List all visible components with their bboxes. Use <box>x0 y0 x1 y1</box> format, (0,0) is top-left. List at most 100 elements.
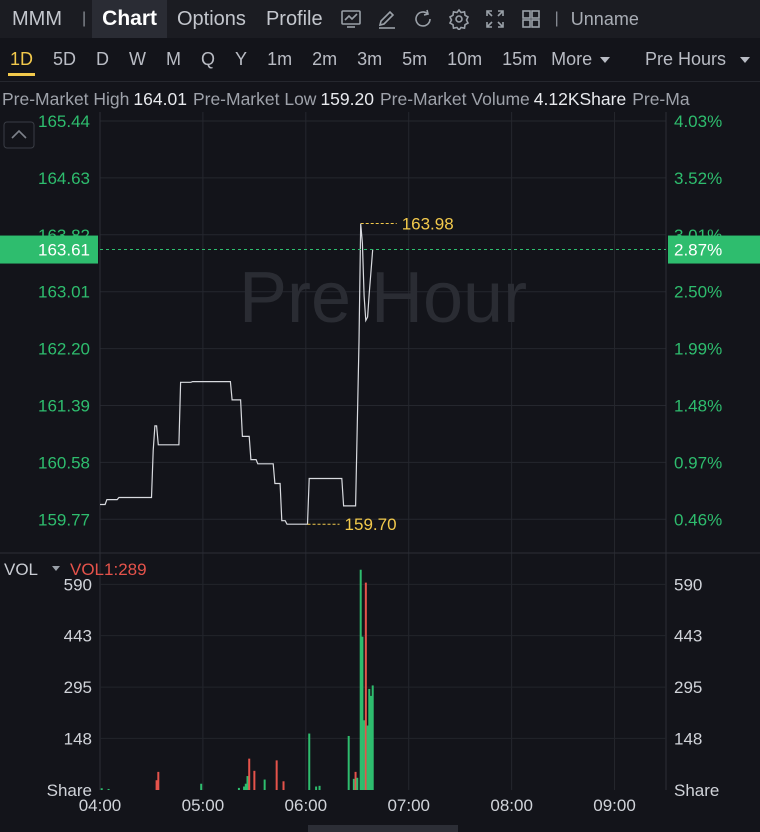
more-label: More <box>551 49 593 69</box>
time-tick-label: 08:00 <box>490 796 533 815</box>
premarket-volume-value: 4.12KShare <box>533 89 627 109</box>
current-price-value: 163.61 <box>38 241 90 260</box>
settings-gear-icon[interactable] <box>441 0 477 38</box>
scroll-handle[interactable] <box>308 825 458 832</box>
volume-bar <box>371 685 374 790</box>
price-tick-label: 159.77 <box>38 510 90 529</box>
period-5d[interactable]: 5D <box>53 49 77 69</box>
percent-tick-label: 3.52% <box>674 169 722 188</box>
volume-bar <box>347 735 350 790</box>
premarket-high-value: 164.01 <box>133 89 187 109</box>
volume-unit-label: Share <box>47 781 92 800</box>
price-line <box>100 223 374 525</box>
premarket-stats: Pre-Market High 164.01 Pre-Market Low 159.2… <box>0 86 760 112</box>
volume-tick-label: 295 <box>64 678 92 697</box>
toolbar-separator: | <box>554 10 559 27</box>
period-m[interactable]: M <box>166 49 182 69</box>
line-chart-icon[interactable] <box>333 0 369 38</box>
period-10m[interactable]: 10m <box>447 49 483 69</box>
price-volume-chart[interactable]: Pre Hour165.44164.63163.82163.01162.2016… <box>0 112 760 825</box>
period-d[interactable]: D <box>96 49 110 69</box>
volume-tick-label: 443 <box>674 627 702 646</box>
premarket-trailing-label: Pre-Ma <box>632 89 690 109</box>
chevron-down-icon <box>52 566 60 571</box>
percent-tick-label: 1.99% <box>674 340 722 359</box>
current-pct-value: 2.87% <box>674 241 722 260</box>
time-tick-label: 07:00 <box>387 796 430 815</box>
percent-tick-label: 1.48% <box>674 396 722 415</box>
high-marker-label: 163.98 <box>402 215 454 234</box>
price-tick-label: 165.44 <box>38 112 90 131</box>
volume-bar <box>157 771 160 790</box>
volume-bar <box>366 725 369 790</box>
ticker-symbol[interactable]: MMM <box>12 7 62 30</box>
volume-bar <box>263 779 266 790</box>
volume-tick-label: 148 <box>64 729 92 748</box>
fullscreen-icon[interactable] <box>477 0 513 38</box>
period-y[interactable]: Y <box>235 49 248 69</box>
period-3m[interactable]: 3m <box>357 49 383 69</box>
time-tick-label: 05:00 <box>182 796 225 815</box>
volume-bar <box>361 636 364 790</box>
chevron-down-icon <box>600 56 611 63</box>
volume-unit-label: Share <box>674 781 719 800</box>
volume-bar <box>363 720 366 790</box>
volume-bar <box>352 778 355 790</box>
period-2m[interactable]: 2m <box>312 49 338 69</box>
period-selector: 1D 5D D W M Q Y 1m 2m 3m 5m 10m 15m More… <box>0 38 760 82</box>
volume-bar <box>155 780 158 790</box>
account-name[interactable]: Unname <box>570 8 639 29</box>
volume-label: VOL <box>4 560 38 579</box>
draw-pencil-icon[interactable] <box>369 0 405 38</box>
volume-bar <box>244 783 247 790</box>
volume-bar <box>364 582 367 790</box>
volume-bar <box>237 787 240 790</box>
period-q[interactable]: Q <box>201 49 216 69</box>
percent-tick-label: 4.03% <box>674 112 722 131</box>
percent-tick-label: 0.97% <box>674 453 722 472</box>
volume-bar <box>100 788 103 790</box>
volume-tick-label: 295 <box>674 678 702 697</box>
time-tick-label: 06:00 <box>285 796 328 815</box>
price-tick-label: 163.01 <box>38 283 90 302</box>
time-tick-label: 09:00 <box>593 796 636 815</box>
period-1d[interactable]: 1D <box>0 38 43 81</box>
period-1m[interactable]: 1m <box>267 49 293 69</box>
period-w[interactable]: W <box>129 49 147 69</box>
tab-profile[interactable]: Profile <box>265 7 323 30</box>
volume-bar <box>200 783 203 790</box>
volume-bar <box>318 785 321 790</box>
top-toolbar: MMM | Chart Options Profile | Unname <box>0 0 760 38</box>
grid-layout-icon[interactable] <box>513 0 549 38</box>
volume-bar <box>354 771 357 790</box>
current-price-badge <box>0 235 98 264</box>
session-label: Pre Hours <box>644 49 726 69</box>
period-15m[interactable]: 15m <box>502 49 538 69</box>
more-periods-dropdown[interactable]: More <box>547 49 611 70</box>
premarket-high-label: Pre-Market High <box>2 89 130 109</box>
volume-bar <box>282 781 285 790</box>
volume-tick-label: 443 <box>64 627 92 646</box>
chevron-up-icon <box>11 129 27 139</box>
session-dropdown[interactable]: Pre Hours <box>645 38 750 81</box>
percent-tick-label: 0.46% <box>674 510 722 529</box>
volume-bar <box>359 569 362 790</box>
volume-bar <box>248 758 251 790</box>
premarket-low-label: Pre-Market Low <box>192 89 317 109</box>
volume-tick-label: 148 <box>674 729 702 748</box>
current-pct-badge <box>668 235 760 264</box>
volume-bar <box>368 688 371 790</box>
low-marker-label: 159.70 <box>345 515 397 534</box>
refresh-icon[interactable] <box>405 0 441 38</box>
period-5m[interactable]: 5m <box>402 49 428 69</box>
volume-bar <box>315 786 318 790</box>
tab-chart[interactable]: Chart <box>92 0 167 38</box>
price-tick-label: 161.39 <box>38 396 90 415</box>
chart-watermark: Pre Hour <box>239 258 527 338</box>
volume-bar <box>356 777 359 790</box>
volume-bar <box>275 760 278 790</box>
volume-tick-label: 590 <box>674 575 702 594</box>
tab-options[interactable]: Options <box>177 7 246 30</box>
volume-bar <box>246 776 249 790</box>
collapse-button <box>3 121 35 149</box>
